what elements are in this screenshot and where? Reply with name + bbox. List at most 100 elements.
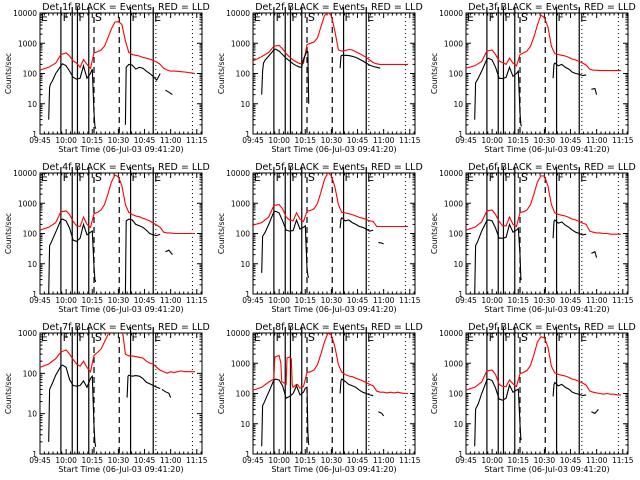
chart-svg: EFFSFE11010010001000009:4510:0010:1510:3…: [4, 2, 210, 154]
chart-title: Det 3f BLACK = Events, RED = LLD: [468, 2, 636, 13]
events-series-line: [48, 364, 97, 447]
x-tick-label: 10:00: [55, 136, 77, 145]
detector-panel-3: EFFSFE11010010001000009:4510:0010:1510:3…: [426, 0, 639, 160]
region-label: E: [580, 11, 587, 24]
detector-panel-8: EFFSFE11010010001000009:4510:0010:1510:3…: [213, 320, 426, 480]
x-tick-label: 10:15: [81, 456, 103, 465]
plot-frame: [39, 332, 203, 455]
region-label: F: [291, 11, 297, 24]
region-label: E: [41, 331, 48, 344]
region-label: S: [521, 331, 528, 344]
y-axis-label: Counts/sec: [4, 53, 13, 94]
y-tick-label: 1000: [444, 39, 463, 48]
detector-panel-6: EFFSFE11010010001000009:4510:0010:1510:3…: [426, 160, 639, 320]
lld-series-line: [40, 174, 195, 235]
events-series-line: [474, 219, 522, 294]
x-tick-label: 10:45: [560, 296, 582, 305]
y-tick-label: 100: [449, 70, 464, 79]
lld-series-line: [40, 333, 195, 374]
y-tick-label: 10: [240, 100, 250, 109]
lld-series-line: [466, 14, 621, 72]
x-axis-label: Start Time (06-Jul-03 09:41:20): [58, 305, 183, 314]
y-tick-label: 1000: [231, 39, 250, 48]
x-tick-label: 09:45: [242, 136, 264, 145]
x-tick-label: 09:45: [242, 296, 264, 305]
plot-frame: [465, 332, 629, 455]
detector-panel-4: EFFSFE11010010001000009:4510:0010:1510:3…: [0, 160, 213, 320]
plot-frame: [252, 172, 416, 295]
events-series-line: [474, 57, 523, 127]
chart-svg: EFFSFE11010010001000009:4510:0010:1510:3…: [217, 2, 423, 154]
events-series-line: [339, 216, 374, 232]
plot-frame: [39, 12, 203, 135]
x-axis-label: Start Time (06-Jul-03 09:41:20): [484, 305, 609, 314]
region-label: E: [467, 11, 474, 24]
events-series-line: [552, 219, 587, 239]
y-tick-label: 10: [27, 260, 37, 269]
region-label: S: [308, 11, 315, 24]
events-series-line: [126, 374, 161, 398]
x-axis-label: Start Time (06-Jul-03 09:41:20): [271, 145, 396, 154]
x-tick-label: 10:45: [134, 296, 156, 305]
x-tick-label: 10:30: [534, 136, 556, 145]
region-label: F: [78, 11, 84, 24]
x-tick-label: 10:00: [55, 456, 77, 465]
x-tick-label: 10:30: [321, 136, 343, 145]
region-label: F: [291, 331, 297, 344]
chart-title: Det 6f BLACK = Events, RED = LLD: [468, 162, 636, 173]
series-group: [466, 14, 621, 127]
x-axis-label: Start Time (06-Jul-03 09:41:20): [58, 465, 183, 474]
y-axis-label: Counts/sec: [430, 53, 439, 94]
x-tick-label: 10:45: [134, 456, 156, 465]
region-label: E: [580, 171, 587, 184]
y-tick-label: 10000: [13, 9, 37, 18]
detector-panel-5: EFFSFE11010010001000009:4510:0010:1510:3…: [213, 160, 426, 320]
x-tick-label: 10:45: [560, 136, 582, 145]
events-series-line: [474, 378, 522, 447]
x-tick-label: 11:15: [399, 136, 421, 145]
events-series-line: [261, 210, 310, 278]
y-axis-label: Counts/sec: [4, 213, 13, 254]
events-series-line: [378, 411, 385, 417]
y-tick-label: 1: [32, 130, 37, 139]
lld-series-line: [253, 173, 408, 228]
events-series-line: [552, 62, 587, 79]
y-tick-label: 10: [453, 260, 463, 269]
x-tick-label: 10:15: [294, 456, 316, 465]
plot-frame: [465, 12, 629, 135]
x-axis-label: Start Time (06-Jul-03 09:41:20): [271, 305, 396, 314]
y-tick-label: 10: [27, 100, 37, 109]
x-tick-label: 10:30: [321, 456, 343, 465]
detector-panel-7: EFFSFE110100100009:4510:0010:1510:3010:4…: [0, 320, 213, 480]
region-label: F: [291, 171, 297, 184]
lld-series-line: [253, 333, 408, 395]
chart-svg: EFFSFE110100100009:4510:0010:1510:3010:4…: [4, 322, 210, 474]
x-tick-label: 10:15: [81, 296, 103, 305]
region-label: F: [78, 171, 84, 184]
region-label: E: [154, 171, 161, 184]
y-tick-label: 1000: [444, 199, 463, 208]
y-tick-label: 1: [32, 450, 37, 459]
events-series-line: [591, 250, 598, 258]
y-tick-label: 10: [453, 420, 463, 429]
x-tick-label: 09:45: [455, 136, 477, 145]
region-label: F: [78, 331, 84, 344]
events-series-line: [339, 54, 381, 69]
y-axis-label: Counts/sec: [430, 373, 439, 414]
detector-panel-9: EFFSFE11010010001000009:4510:0010:1510:3…: [426, 320, 639, 480]
chart-svg: EFFSFE11010010001000009:4510:0010:1510:3…: [430, 322, 636, 474]
region-label: E: [367, 331, 374, 344]
events-series-line: [261, 48, 310, 104]
y-tick-label: 1: [32, 290, 37, 299]
x-tick-label: 10:00: [481, 136, 503, 145]
x-tick-label: 09:45: [455, 456, 477, 465]
plot-frame: [252, 12, 416, 135]
x-tick-label: 10:00: [268, 296, 290, 305]
y-tick-label: 1: [458, 130, 463, 139]
plot-frame: [252, 332, 416, 455]
y-tick-label: 1: [245, 130, 250, 139]
y-tick-label: 10: [27, 410, 37, 419]
y-tick-label: 100: [23, 230, 38, 239]
events-series-line: [161, 388, 172, 398]
x-tick-label: 11:15: [612, 136, 634, 145]
